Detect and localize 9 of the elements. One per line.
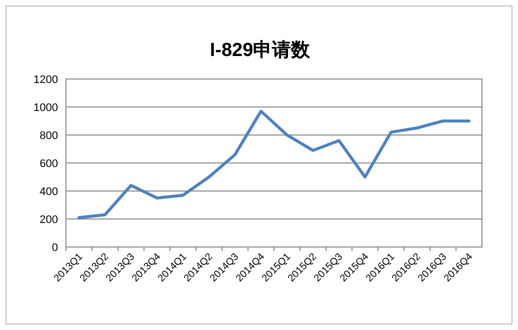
- y-tick-label: 800: [40, 130, 58, 142]
- y-tick-label: 400: [40, 186, 58, 198]
- y-tick-label: 1200: [34, 74, 58, 86]
- line-series: [78, 110, 470, 220]
- y-tick-label: 1000: [34, 102, 58, 114]
- y-tick-label: 200: [40, 214, 58, 226]
- chart-title: I-829申请数: [210, 39, 312, 61]
- y-tick-label: 600: [40, 158, 58, 170]
- y-tick-label: 0: [52, 242, 58, 254]
